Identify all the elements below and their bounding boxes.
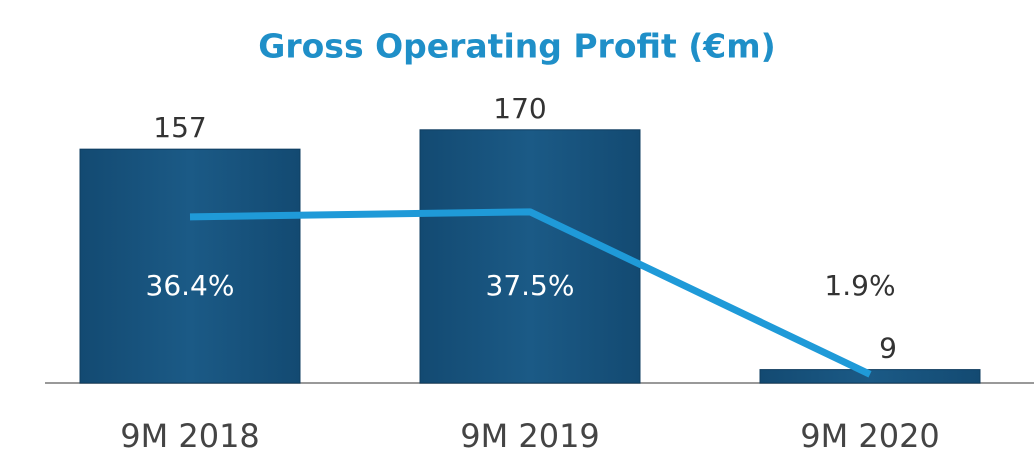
margin-label: 36.4% bbox=[146, 269, 235, 302]
margin-label: 1.9% bbox=[824, 269, 895, 302]
chart-title: Gross Operating Profit (€m) bbox=[258, 27, 775, 66]
margin-label: 37.5% bbox=[486, 269, 575, 302]
data-label: 157 bbox=[153, 111, 206, 144]
margin-line bbox=[189, 208, 872, 378]
bar bbox=[759, 369, 981, 384]
bar bbox=[79, 148, 301, 384]
data-label: 170 bbox=[493, 92, 546, 125]
x-tick-label: 9M 2019 bbox=[460, 417, 600, 455]
data-label: 9 bbox=[879, 332, 897, 365]
bar bbox=[419, 129, 641, 384]
x-tick-label: 9M 2018 bbox=[120, 417, 260, 455]
x-tick-label: 9M 2020 bbox=[800, 417, 940, 455]
